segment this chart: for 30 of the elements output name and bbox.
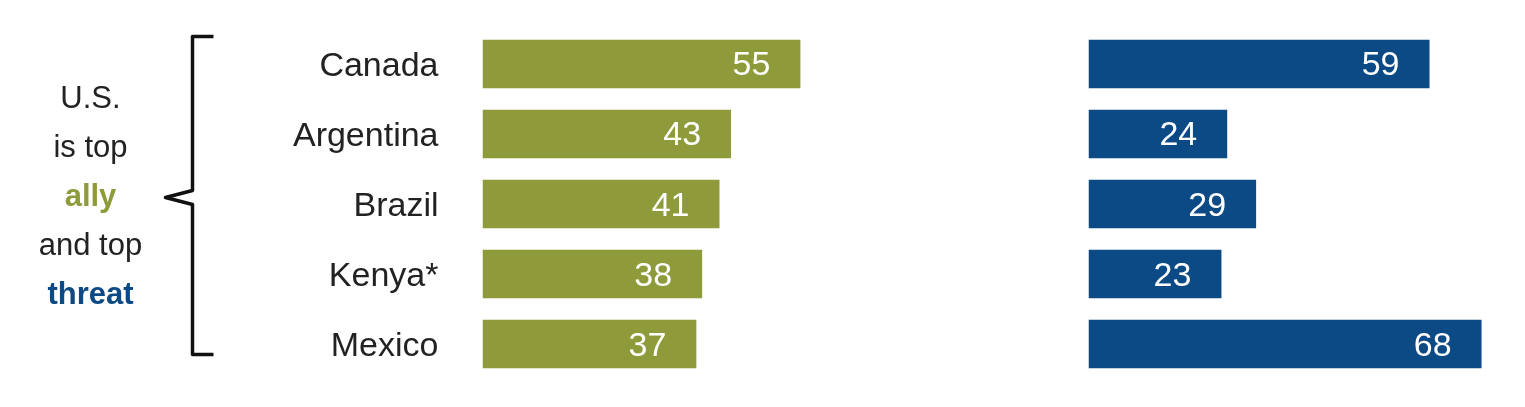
data-label: 68 bbox=[1413, 324, 1452, 363]
text: U.S. bbox=[60, 80, 121, 115]
y-tick-label: Canada bbox=[319, 44, 439, 83]
data-label: 29 bbox=[1188, 184, 1227, 223]
bar bbox=[1088, 249, 1222, 299]
bar bbox=[482, 249, 703, 299]
bar bbox=[482, 179, 720, 229]
bar bbox=[482, 319, 697, 369]
text: is top bbox=[53, 129, 128, 164]
data-label: 24 bbox=[1159, 114, 1198, 153]
y-tick-label: Brazil bbox=[353, 185, 439, 223]
data-label: 43 bbox=[663, 114, 702, 153]
data-label: 59 bbox=[1361, 44, 1400, 83]
bar bbox=[1088, 109, 1228, 159]
data-label: 41 bbox=[651, 184, 690, 223]
data-label: 38 bbox=[634, 254, 673, 293]
bar bbox=[1088, 319, 1482, 369]
y-tick-label: Mexico bbox=[330, 325, 439, 364]
bar bbox=[1088, 39, 1430, 89]
data-label: 55 bbox=[732, 44, 771, 83]
text: and top bbox=[38, 227, 143, 262]
y-tick-label: Kenya* bbox=[328, 255, 439, 293]
bar bbox=[1088, 179, 1257, 229]
y-tick-label: Argentina bbox=[292, 115, 439, 153]
bar bbox=[482, 109, 732, 159]
data-label: 37 bbox=[628, 324, 667, 363]
bar bbox=[482, 39, 801, 89]
text: ally bbox=[64, 178, 118, 213]
text: threat bbox=[47, 276, 134, 311]
data-label: 23 bbox=[1153, 254, 1192, 293]
